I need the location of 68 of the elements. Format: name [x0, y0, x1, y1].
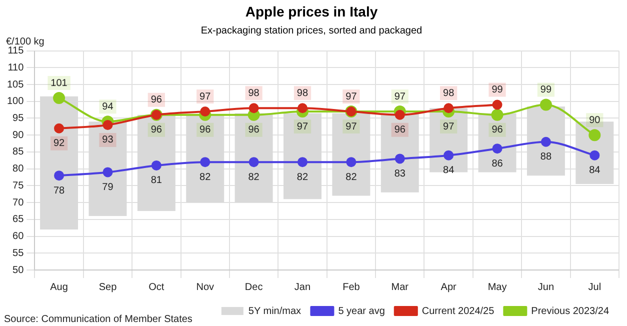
data-label: 97: [346, 121, 358, 132]
data-label: 97: [394, 91, 406, 102]
chart-subtitle: Ex-packaging station prices, sorted and packaged: [200, 26, 422, 37]
data-label: 82: [248, 172, 260, 183]
data-label: 79: [102, 182, 114, 193]
data-label: 84: [589, 165, 601, 176]
data-label: 94: [102, 101, 114, 112]
chart-title: Apple prices in Italy: [245, 3, 378, 20]
data-label: 86: [492, 158, 504, 170]
data-label: 81: [150, 175, 162, 186]
y-tick-label: 70: [12, 197, 24, 208]
y-tick-label: 80: [12, 164, 24, 175]
legend-label: Previous 2023/24: [531, 306, 610, 317]
data-label: 96: [150, 124, 162, 136]
x-tick-label: Mar: [391, 282, 410, 293]
legend-label: 5 year avg: [338, 306, 385, 317]
x-tick-label: Jul: [588, 282, 602, 293]
data-label: 82: [296, 172, 308, 183]
y-tick-label: 60: [12, 231, 24, 242]
data-label: 97: [200, 91, 212, 102]
data-label: 92: [53, 138, 66, 150]
y-tick-label: 85: [12, 146, 24, 158]
data-label: 97: [296, 121, 308, 132]
y-tick-label: 100: [6, 96, 24, 108]
y-tick-label: 50: [12, 264, 24, 276]
y-tick-label: 105: [6, 79, 24, 90]
x-tick-label: Feb: [342, 282, 360, 293]
y-tick-label: 75: [12, 180, 24, 192]
y-tick-label: 90: [12, 130, 24, 141]
data-label: 82: [200, 172, 212, 183]
data-label: 96: [394, 124, 406, 136]
data-label: 82: [346, 172, 358, 183]
y-tick-label: 55: [12, 248, 24, 259]
data-label: 90: [589, 114, 601, 126]
legend-label: 5Y min/max: [248, 306, 302, 317]
data-label: 96: [248, 124, 260, 136]
data-label: 97: [443, 121, 455, 132]
data-label: 88: [540, 152, 552, 163]
data-label: 78: [53, 185, 66, 196]
y-axis-title: €/100 kg: [6, 36, 44, 48]
x-tick-label: Jan: [294, 282, 311, 293]
y-tick-label: 110: [8, 62, 24, 74]
data-label: 98: [248, 88, 260, 99]
x-tick-label: Aug: [50, 282, 68, 293]
x-tick-label: Apr: [440, 282, 458, 293]
data-label: 96: [200, 124, 212, 136]
x-tick-label: Dec: [244, 282, 263, 293]
data-label: 99: [492, 84, 504, 96]
x-tick-label: May: [488, 282, 507, 293]
source-note: Source: Communication of Member States: [4, 314, 192, 325]
y-tick-label: 95: [12, 112, 24, 124]
x-tick-label: Sep: [98, 282, 118, 293]
data-label: 96: [492, 124, 504, 136]
data-label: 84: [443, 165, 455, 176]
data-label: 98: [443, 88, 455, 99]
y-tick-label: 65: [12, 214, 24, 226]
data-label: 99: [540, 84, 552, 96]
data-label: 101: [50, 78, 68, 89]
legend-label: Current 2024/25: [422, 306, 495, 317]
x-tick-label: Oct: [148, 282, 164, 293]
x-tick-label: Nov: [196, 282, 214, 293]
data-label: 98: [296, 88, 308, 99]
data-label: 97: [346, 91, 358, 102]
data-label: 83: [394, 168, 406, 180]
data-label: 96: [150, 94, 162, 106]
data-label: 93: [102, 134, 114, 146]
x-tick-label: Jun: [538, 282, 554, 293]
y-tick-label: 115: [8, 46, 24, 57]
